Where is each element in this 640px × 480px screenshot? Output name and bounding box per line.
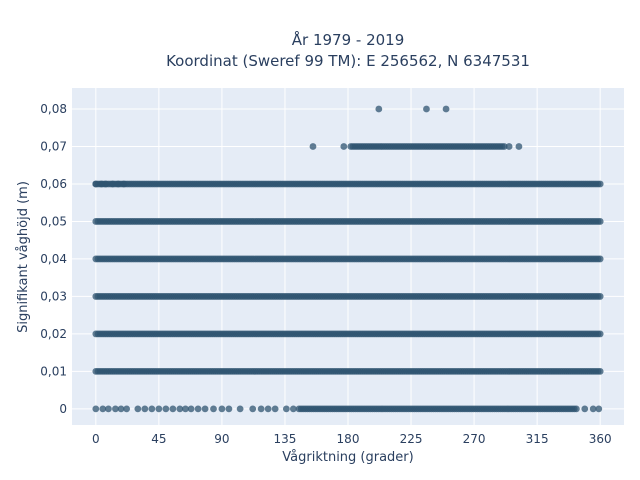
scatter-point: [423, 105, 430, 113]
scatter-point: [134, 405, 142, 413]
x-tick-label: 45: [151, 432, 166, 446]
y-tick-label: 0,03: [40, 289, 67, 303]
scatter-point: [114, 180, 122, 188]
y-tick-label: 0: [59, 402, 67, 416]
scatter-point: [169, 405, 177, 413]
y-tick-label: 0,02: [40, 327, 67, 341]
x-tick-label: 135: [274, 432, 297, 446]
scatter-point: [210, 405, 217, 413]
scatter-point: [596, 367, 604, 375]
scatter-points: [92, 105, 604, 413]
x-axis-ticks: 0 45 90 135 180 225 270 315 360: [92, 432, 612, 446]
scatter-point: [194, 405, 202, 413]
y-tick-label: 0,07: [40, 139, 67, 153]
scatter-point: [505, 143, 513, 150]
scatter-point: [257, 405, 265, 413]
scatter-point: [249, 405, 257, 413]
scatter-point: [117, 405, 125, 413]
y-axis-label: Signifikant våghöjd (m): [16, 181, 31, 333]
scatter-point: [218, 405, 226, 413]
scatter-point: [309, 143, 317, 150]
scatter-point: [109, 180, 117, 188]
scatter-point: [595, 405, 603, 413]
scatter-point: [155, 405, 163, 413]
y-axis-ticks: 0 0,01 0,02 0,03 0,04 0,05 0,06 0,07 0,08: [40, 102, 67, 416]
scatter-point: [92, 180, 100, 188]
x-tick-label: 180: [337, 432, 360, 446]
scatter-point: [596, 255, 604, 263]
scatter-point: [148, 405, 156, 413]
scatter-point: [201, 405, 209, 413]
y-tick-label: 0,05: [40, 214, 67, 228]
y-tick-label: 0,01: [40, 364, 67, 378]
scatter-point: [187, 405, 195, 413]
scatter-point: [182, 405, 189, 413]
x-tick-label: 225: [400, 432, 423, 446]
scatter-point: [442, 105, 450, 113]
scatter-point: [123, 405, 131, 413]
scatter-point: [340, 143, 348, 150]
scatter-point: [596, 180, 604, 188]
x-tick-label: 315: [526, 432, 549, 446]
scatter-point: [596, 218, 604, 225]
scatter-point: [92, 405, 100, 413]
scatter-point: [596, 330, 604, 338]
chart-title-line-2: Koordinat (Sweref 99 TM): E 256562, N 63…: [166, 52, 530, 70]
scatter-point: [99, 405, 107, 413]
x-tick-label: 0: [92, 432, 100, 446]
scatter-point: [289, 405, 297, 413]
scatter-point: [102, 180, 110, 188]
x-tick-label: 360: [589, 432, 612, 446]
y-tick-label: 0,04: [40, 252, 67, 266]
scatter-point: [120, 180, 128, 188]
x-tick-label: 270: [463, 432, 486, 446]
scatter-point: [264, 405, 272, 413]
x-tick-label: 90: [214, 432, 229, 446]
chart-title-line-1: År 1979 - 2019: [292, 30, 405, 49]
x-axis-label: Vågriktning (grader): [282, 450, 413, 465]
scatter-point: [112, 405, 119, 413]
y-tick-label: 0,08: [40, 102, 67, 116]
scatter-point: [500, 143, 508, 150]
scatter-point: [572, 405, 580, 413]
scatter-point: [596, 293, 604, 300]
scatter-point: [282, 405, 290, 413]
scatter-point: [105, 405, 112, 413]
scatter-point: [515, 143, 523, 150]
scatter-point: [375, 105, 383, 113]
scatter-point: [176, 405, 184, 413]
scatter-point: [236, 405, 244, 413]
scatter-point: [581, 405, 589, 413]
scatter-point: [589, 405, 597, 413]
scatter-point: [162, 405, 170, 413]
scatter-point: [225, 405, 233, 413]
y-tick-label: 0,06: [40, 177, 67, 191]
scatter-point: [271, 405, 279, 413]
scatter-point: [141, 405, 149, 413]
